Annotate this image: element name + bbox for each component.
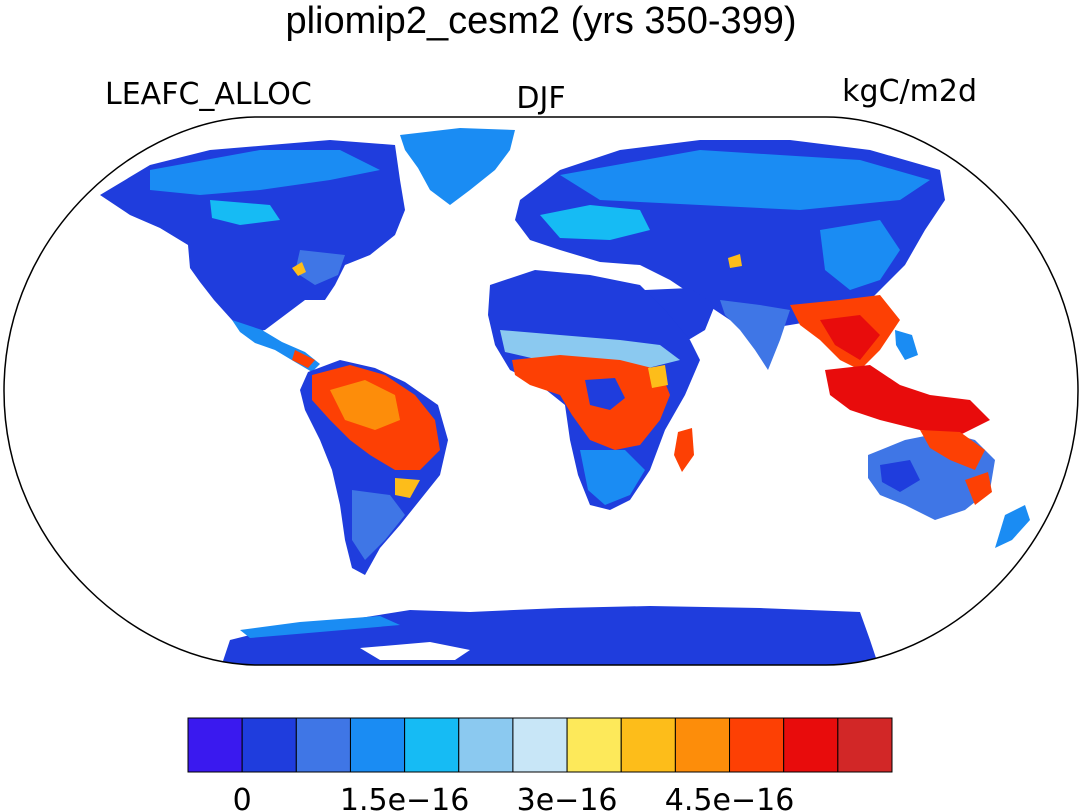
colorbar-tick-label: 1.5e−16 (340, 783, 469, 812)
land-amazon-core (330, 380, 400, 430)
land-north-america-east (295, 250, 345, 285)
land-australia-north (920, 430, 985, 470)
land-madagascar (674, 428, 694, 472)
colorbar-ticks: 0 1.5e−16 3e−16 4.5e−16 (233, 783, 795, 812)
land-indonesia (825, 365, 990, 435)
land-new-zealand (995, 505, 1030, 548)
colorbar-tick-label: 4.5e−16 (665, 783, 794, 812)
land-australia-interior (880, 460, 920, 492)
colorbar-swatch (512, 717, 568, 773)
colorbar-swatch (187, 717, 243, 773)
land-africa-east (648, 365, 668, 388)
land-north-america-patch (210, 200, 280, 225)
colorbar (187, 717, 893, 773)
colorbar-swatch (674, 717, 731, 773)
map-panel (4, 117, 1078, 665)
colorbar-swatch (783, 717, 839, 773)
colorbar-swatch (620, 717, 676, 773)
land-se-asia-red (820, 315, 880, 360)
variable-label: LEAFC_ALLOC (105, 77, 312, 112)
land-philippines (895, 330, 918, 360)
land-south-america-south (352, 490, 405, 560)
land-greenland (400, 128, 515, 205)
colorbar-swatch (404, 717, 460, 773)
land-central-america-warm (292, 350, 315, 368)
colorbar-swatch (458, 717, 514, 773)
land-europe-light (540, 205, 650, 240)
land-north-america-coast (292, 262, 306, 276)
season-label: DJF (516, 81, 565, 116)
land-southern-africa (580, 450, 645, 505)
land-east-asia (820, 220, 900, 290)
globe-outline (3, 116, 1079, 666)
land-south-america-east (395, 478, 420, 498)
land-asia-warm (728, 254, 742, 268)
land-antarctica-light (240, 616, 400, 638)
land-south-asia (720, 300, 790, 370)
land-australia-east (965, 472, 992, 505)
colorbar-tick-label: 3e−16 (517, 783, 618, 812)
land-siberia-light (560, 150, 930, 210)
colorbar-swatch (837, 717, 893, 773)
land-antarctica-ice-gap (360, 642, 470, 660)
colorbar-swatch (566, 717, 622, 773)
colorbar-swatch (729, 717, 785, 773)
land-north-america-tundra (150, 150, 380, 195)
colorbar-swatch (295, 717, 351, 773)
colorbar-swatch (241, 717, 297, 773)
units-label: kgC/m2d (842, 74, 977, 109)
colorbar-swatch (349, 717, 406, 773)
map-title: pliomip2_cesm2 (yrs 350-399) (285, 0, 796, 42)
land-congo (585, 378, 625, 410)
colorbar-tick-label: 0 (233, 783, 252, 812)
